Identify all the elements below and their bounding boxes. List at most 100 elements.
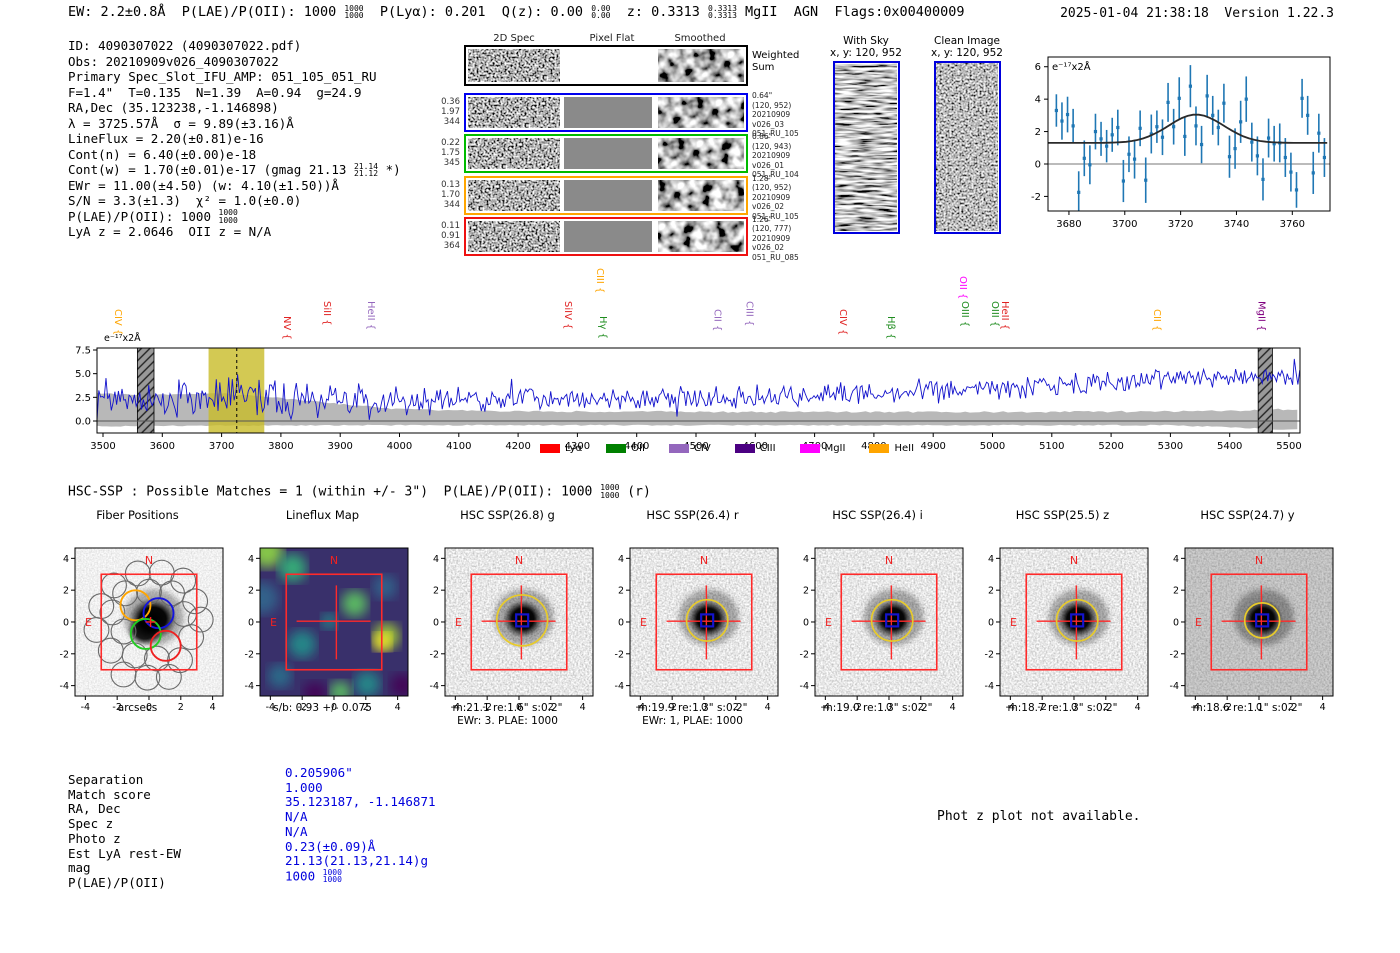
info-line: F=1.4" T=0.135 N=1.39 A=0.94 g=24.9 <box>68 85 401 101</box>
spec2d-column-header: Pixel Flat <box>572 33 652 44</box>
compass-north-label: N <box>885 554 893 567</box>
data-point <box>1300 97 1303 100</box>
y-tick-label: -2 <box>430 649 439 660</box>
y-tick-label: 0 <box>988 617 994 628</box>
legend-swatch <box>869 444 889 453</box>
data-point <box>1122 179 1125 182</box>
data-point <box>1099 137 1102 140</box>
data-point <box>1194 124 1197 127</box>
emission-line-label: HeII { <box>364 301 376 330</box>
cutout-panel-fiber: Fiber PositionsNE-4-4-2-2002244arcsecs <box>45 506 230 724</box>
y-tick-label: -4 <box>800 681 809 692</box>
emission-line-label: OIII { <box>958 301 970 327</box>
panel-title: HSC SSP(25.5) z <box>970 508 1155 522</box>
cutout-panel-hsc: HSC SSP(25.5) zNE-4-4-2-2002244m:18.7 re… <box>970 506 1155 724</box>
x-tick-label: 3700 <box>209 441 234 452</box>
panel-caption: m:18.6 re:1.1" s:0.2" <box>1155 702 1340 714</box>
lineflux-blob <box>354 671 380 697</box>
spec2d-fiber-row <box>464 217 748 256</box>
cutout-panel-lineflux: Lineflux MapNE-4-4-2-2002244s/b: 0.93 +/… <box>230 506 415 724</box>
data-point <box>1256 154 1259 157</box>
compass-north-label: N <box>1255 554 1263 567</box>
data-point <box>1066 113 1069 116</box>
fiber-2dspec-image <box>468 221 560 252</box>
data-point <box>1306 114 1309 117</box>
emission-line-label: Hβ { <box>884 316 896 339</box>
data-point <box>1222 102 1225 105</box>
y-tick-label: -4 <box>245 681 254 692</box>
legend-label: OII <box>631 443 645 454</box>
match-row-label: Spec z <box>68 817 181 832</box>
info-line: S/N = 3.3(±1.3) χ² = 1.0(±0.0) <box>68 193 401 209</box>
compass-east-label: E <box>825 616 832 629</box>
compass-east-label: E <box>640 616 647 629</box>
info-line: Cont(n) = 6.40(±0.00)e-18 <box>68 147 401 163</box>
data-point <box>1060 119 1063 122</box>
data-point <box>1144 179 1147 182</box>
fiber-2dspec-image <box>468 97 560 128</box>
emission-line-label: CIV { <box>836 309 848 335</box>
data-point <box>1111 133 1114 136</box>
match-row-value: 0.205906" <box>285 766 436 781</box>
data-point <box>1116 126 1119 129</box>
compass-north-label: N <box>700 554 708 567</box>
info-line: Primary Spec_Slot_IFU_AMP: 051_105_051_R… <box>68 69 401 85</box>
y-tick-label: -4 <box>985 681 994 692</box>
emission-line-label: CIV { <box>111 309 123 335</box>
spec2d-fiber-row <box>464 93 748 132</box>
data-point <box>1189 85 1192 88</box>
match-row-label: Photo z <box>68 832 181 847</box>
fiber-smoothed-image <box>658 97 744 128</box>
panel-title: HSC SSP(26.4) i <box>785 508 970 522</box>
match-row-label: Match score <box>68 788 181 803</box>
y-tick-label: -4 <box>615 681 624 692</box>
sky-panel-title: Clean Image x, y: 120, 952 <box>912 35 1022 59</box>
noise-image <box>468 221 560 252</box>
cutout-panel-hsc: HSC SSP(26.4) iNE-4-4-2-2002244m:19.0 re… <box>785 506 970 724</box>
spec2d-fiber-row <box>464 134 748 173</box>
y-tick-label: 0 <box>1035 159 1041 170</box>
lineflux-blob <box>268 664 292 688</box>
panel-title: Lineflux Map <box>230 508 415 522</box>
data-point <box>1155 125 1158 128</box>
data-point <box>1206 94 1209 97</box>
x-tick-label: 4000 <box>387 441 412 452</box>
weighted-sum-label: Weighted Sum <box>752 50 799 74</box>
fiber-row-weights: 0.36 1.97 344 <box>438 97 460 127</box>
weighted-row-inner <box>466 47 746 84</box>
cutout-panel-hsc: HSC SSP(26.4) rNE-4-4-2-2002244m:19.9 re… <box>600 506 785 724</box>
y-tick-label: 2 <box>618 586 624 597</box>
data-point <box>1200 143 1203 146</box>
panel-title: Fiber Positions <box>45 508 230 522</box>
y-tick-label: -4 <box>430 681 439 692</box>
stacked-fraction: 10001000 <box>323 869 342 884</box>
emission-line-label: HeII { <box>998 301 1010 330</box>
data-point <box>1317 132 1320 135</box>
y-tick-label: 0 <box>248 617 254 628</box>
fiber-row-weights: 0.22 1.75 345 <box>438 138 460 168</box>
y-tick-label: 4 <box>63 554 69 565</box>
fiber-smoothed-image <box>658 138 744 169</box>
noise-image <box>468 97 560 128</box>
compass-north-label: N <box>1070 554 1078 567</box>
lineflux-blob <box>251 536 283 568</box>
x-tick-label: 5000 <box>980 441 1005 452</box>
lineflux-blob <box>342 591 368 617</box>
stacked-fraction: 10001000 <box>600 484 619 499</box>
y-tick-label: 2 <box>1035 127 1041 138</box>
data-point <box>1161 136 1164 139</box>
fiber-2dspec-image <box>468 180 560 211</box>
y-tick-label: -2 <box>800 649 809 660</box>
data-point <box>1245 98 1248 101</box>
panel-plot: NE-4-4-2-2002244 <box>230 524 415 714</box>
weighted-2dspec-image <box>468 49 560 82</box>
photz-note: Phot z plot not available. <box>937 809 1141 824</box>
lineflux-blob <box>390 674 414 698</box>
compass-north-label: N <box>330 554 338 567</box>
x-tick-label: 3800 <box>268 441 293 452</box>
panel-caption: arcsecs <box>45 702 230 714</box>
fiber-smoothed-image <box>658 221 744 252</box>
info-line: LyA z = 2.0646 OII z = N/A <box>68 224 401 240</box>
info-line: ID: 4090307022 (4090307022.pdf) <box>68 38 401 54</box>
y-tick-label: 0 <box>803 617 809 628</box>
